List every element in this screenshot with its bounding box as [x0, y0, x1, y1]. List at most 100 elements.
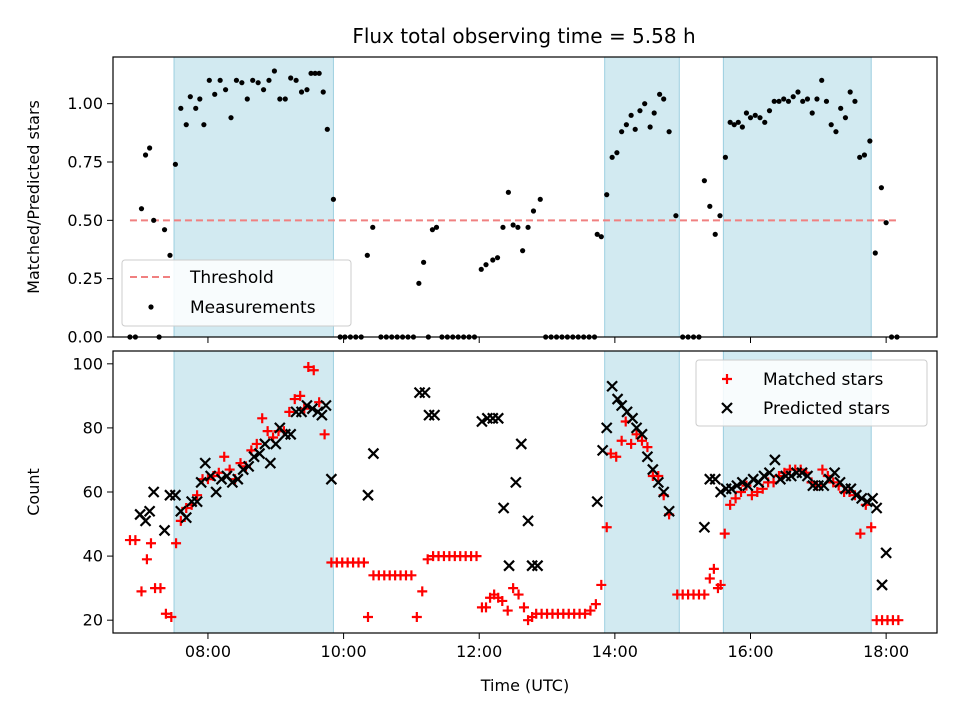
data-point — [497, 595, 508, 606]
data-point — [651, 110, 657, 116]
ylabel-bottom: Count — [24, 468, 43, 516]
data-point — [616, 435, 627, 446]
data-point — [591, 495, 604, 508]
ytick-label: 0.00 — [67, 328, 103, 347]
data-point — [253, 447, 266, 460]
data-point — [855, 492, 868, 505]
data-point — [233, 77, 240, 83]
data-point — [743, 110, 750, 116]
data-point — [147, 486, 160, 498]
data-point — [867, 138, 873, 144]
data-point — [708, 563, 719, 574]
data-point — [490, 257, 496, 263]
data-point — [161, 227, 168, 233]
data-point — [183, 122, 189, 128]
ytick-label: 0.25 — [67, 269, 103, 288]
legend-matched-label: Matched stars — [763, 370, 883, 390]
data-point — [320, 399, 332, 412]
data-point — [626, 412, 639, 425]
data-point — [222, 87, 229, 93]
data-point — [698, 521, 711, 534]
data-point — [130, 535, 141, 546]
data-point — [269, 438, 282, 450]
data-point — [217, 77, 223, 83]
data-point — [661, 96, 667, 102]
data-point — [239, 80, 245, 86]
legend-top: Threshold Measurements — [121, 259, 352, 327]
data-point — [172, 161, 178, 167]
data-point — [487, 412, 499, 425]
data-point — [298, 89, 305, 95]
legend-predicted-swatch — [721, 402, 733, 414]
data-point — [731, 479, 743, 492]
data-point — [609, 154, 615, 160]
data-point — [619, 129, 625, 135]
data-point — [520, 248, 526, 254]
data-point — [428, 409, 441, 421]
data-point — [785, 98, 792, 104]
data-point — [666, 129, 672, 135]
ytick-label: 0.50 — [67, 211, 103, 230]
data-point — [819, 77, 825, 83]
data-point — [876, 579, 888, 591]
data-point — [201, 122, 207, 128]
data-point — [814, 96, 820, 102]
data-point — [416, 280, 422, 286]
data-point — [817, 464, 828, 475]
data-point — [893, 615, 904, 626]
data-point — [580, 608, 591, 619]
data-point — [259, 438, 271, 450]
data-point — [330, 196, 337, 202]
data-point — [637, 108, 643, 114]
data-point — [151, 217, 157, 223]
data-point — [319, 429, 330, 440]
data-point — [781, 96, 787, 102]
data-point — [478, 266, 484, 272]
data-point — [714, 486, 727, 498]
data-point — [260, 87, 267, 93]
data-point — [601, 522, 612, 533]
data-point — [515, 438, 528, 450]
data-point — [785, 470, 797, 482]
data-point — [138, 206, 145, 212]
data-point — [160, 608, 171, 619]
data-point — [199, 457, 212, 469]
data-point — [804, 96, 811, 102]
shaded-interval-1-3 — [722, 56, 872, 338]
data-point — [295, 390, 306, 401]
shaded-interval-1-2 — [604, 56, 680, 338]
data-point — [413, 386, 426, 399]
ylabel-top: Matched/Predicted stars — [24, 100, 43, 294]
data-point — [526, 559, 538, 572]
data-point — [673, 213, 679, 219]
data-point — [707, 203, 713, 209]
data-point — [605, 448, 616, 459]
data-point — [790, 94, 796, 100]
data-point — [642, 101, 648, 107]
data-point — [248, 450, 260, 463]
data-point — [623, 122, 629, 128]
data-point — [766, 108, 773, 114]
data-point — [762, 119, 768, 125]
xtick-label: 14:00 — [592, 642, 638, 661]
data-point — [244, 96, 250, 102]
data-point — [510, 222, 516, 228]
data-point — [266, 77, 272, 83]
data-point — [197, 96, 203, 102]
data-point — [513, 589, 524, 600]
data-point — [530, 208, 537, 214]
data-point — [284, 406, 295, 417]
data-point — [237, 463, 249, 476]
data-point — [626, 438, 637, 449]
data-point — [725, 499, 736, 510]
data-point — [271, 68, 278, 74]
data-point — [828, 466, 841, 479]
data-point — [657, 486, 670, 498]
data-point — [699, 589, 710, 600]
series-2-1 — [124, 362, 904, 626]
ytick-label: 40 — [83, 547, 103, 566]
data-point — [604, 192, 610, 198]
panel-top: 0.00 0.25 0.50 0.75 1.00 Matched/Predicted s… — [24, 56, 938, 347]
data-point — [166, 611, 177, 622]
data-point — [191, 495, 203, 508]
